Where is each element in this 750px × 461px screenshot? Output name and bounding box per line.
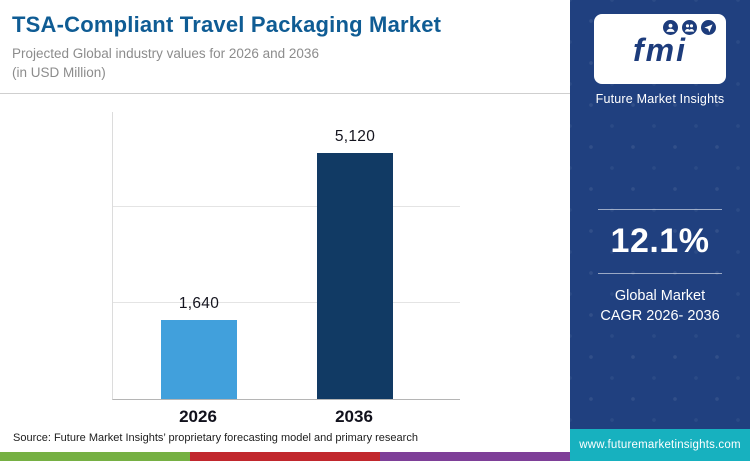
bar-value-label-2036: 5,120	[334, 127, 376, 145]
footer-color-strip	[0, 452, 570, 461]
plot-area: 1,640 5,120	[112, 111, 460, 400]
bar-2036	[317, 152, 393, 399]
strip-segment-purple	[380, 452, 570, 461]
gridline	[113, 205, 460, 207]
page-title: TSA-Compliant Travel Packaging Market	[12, 12, 442, 37]
website-link[interactable]: www.futuremarketinsights.com	[579, 439, 741, 451]
page-subtitle: Projected Global industry values for 202…	[12, 45, 554, 83]
brand-sidebar: fmi Future Market Insights 12.1% Global …	[570, 0, 750, 461]
fmi-logo: fmi	[594, 14, 726, 84]
source-note: Source: Future Market Insights’ propriet…	[13, 432, 418, 444]
website-bar: www.futuremarketinsights.com	[570, 429, 750, 461]
chart-header: TSA-Compliant Travel Packaging Market Pr…	[0, 0, 570, 94]
bar-group-2036: 5,120	[317, 128, 393, 399]
fmi-logo-text: fmi	[633, 32, 687, 68]
strip-segment-red	[190, 452, 380, 461]
bar-group-2026: 1,640	[161, 295, 237, 399]
gridline	[113, 301, 460, 303]
bar-2026	[161, 319, 237, 399]
brand-name: Future Market Insights	[595, 92, 725, 106]
cagr-caption-line-1: Global Market	[614, 287, 706, 304]
divider-bottom	[598, 272, 722, 274]
x-axis: 2026 2036	[112, 400, 460, 430]
subtitle-line-1: Projected Global industry values for 202…	[12, 46, 319, 61]
bar-value-label-2026: 1,640	[178, 294, 220, 312]
person-search-icon	[663, 20, 678, 35]
people-icon	[682, 20, 697, 35]
strip-segment-green	[0, 452, 190, 461]
cagr-value: 12.1%	[610, 221, 710, 260]
divider-top	[598, 208, 722, 210]
subtitle-line-2: (in USD Million)	[12, 64, 106, 80]
paper-plane-icon	[701, 20, 716, 35]
cagr-caption-line-2: CAGR 2026- 2036	[600, 308, 720, 324]
x-axis-label-2026: 2026	[179, 406, 217, 426]
main-panel: TSA-Compliant Travel Packaging Market Pr…	[0, 0, 570, 461]
bar-chart: 1,640 5,120 2026 2036	[0, 94, 570, 432]
x-axis-label-2036: 2036	[335, 406, 373, 426]
logo-icon-row	[604, 20, 716, 35]
cagr-caption: Global Market CAGR 2026- 2036	[600, 286, 719, 327]
